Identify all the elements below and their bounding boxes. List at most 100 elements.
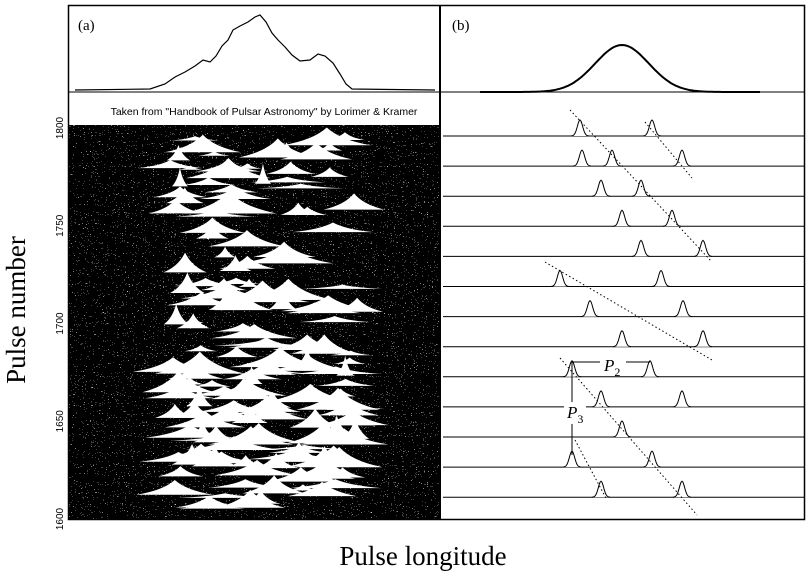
pulse-blob	[252, 368, 304, 374]
pulse-blob	[183, 177, 235, 185]
pulse-blob	[164, 134, 242, 153]
pulse-blob	[256, 183, 345, 189]
subpulse	[572, 149, 592, 167]
y-tick-label: 1750	[55, 214, 66, 237]
pulse-blob	[235, 395, 301, 412]
pulse-blob	[299, 315, 371, 323]
pulse-blob	[154, 351, 246, 374]
pulse-blob	[300, 401, 385, 410]
pulse-blob	[304, 456, 348, 473]
subpulse	[672, 149, 692, 167]
pulse-blob	[219, 255, 252, 272]
pulse-blob	[193, 380, 231, 387]
pulse-blob	[175, 495, 243, 508]
pulse-blob	[175, 210, 256, 217]
pulse-blob	[292, 348, 322, 369]
pulse-blob	[302, 284, 383, 289]
x-axis-label: Pulse longitude	[339, 541, 506, 571]
subpulse	[591, 179, 611, 197]
pulse-blob	[171, 167, 188, 187]
subpulse	[602, 149, 622, 167]
pulse-blob	[241, 346, 318, 365]
pulse-blob	[204, 184, 259, 193]
drift-diagram	[443, 109, 805, 516]
subpulse	[651, 269, 671, 287]
drift-band	[544, 261, 713, 361]
pulse-blob	[181, 191, 277, 214]
y-axis-label: Pulse number	[1, 236, 31, 384]
pulse-blob	[287, 481, 357, 497]
pulse-stack-noise	[69, 125, 439, 519]
subpulse	[631, 179, 651, 197]
pulse-blob	[174, 377, 205, 385]
panel-label: (a)	[78, 18, 95, 34]
pulse-blob	[214, 246, 237, 258]
credit: Taken from "Handbook of Pulsar Astronomy…	[111, 106, 418, 118]
drift-band	[644, 121, 693, 179]
label-bg	[564, 402, 586, 424]
pulse-blob	[208, 230, 286, 247]
annotation: P3	[566, 403, 583, 426]
pulse-blob	[286, 421, 363, 444]
pulse-blob	[190, 201, 242, 214]
pulse-blob	[199, 187, 272, 200]
subpulse	[672, 390, 692, 408]
pulse-blob	[246, 449, 342, 460]
subpulse	[672, 480, 692, 498]
subpulse	[550, 269, 570, 287]
subpulse	[570, 119, 590, 137]
pulse-blob	[310, 167, 349, 177]
pulse-blob	[254, 163, 272, 184]
subpulse	[693, 329, 713, 348]
pulse-blob	[198, 151, 230, 156]
subpulse	[640, 360, 660, 378]
pulse-blob	[213, 340, 310, 346]
pulse-blob	[292, 222, 374, 233]
pulse-blob	[137, 159, 203, 169]
pulse-blob	[191, 419, 214, 438]
y-tick-label: 1650	[55, 410, 66, 433]
pulse-blob	[142, 370, 215, 393]
pulse-blob	[247, 247, 334, 264]
pulse-blob	[282, 127, 372, 146]
pulse-blob	[157, 466, 204, 477]
pulse-blob	[166, 145, 191, 161]
subpulse	[591, 390, 611, 408]
pulse-blob	[330, 350, 371, 356]
pulse-blob	[163, 303, 189, 325]
pulse-blob	[221, 288, 238, 293]
pulse-blob	[187, 385, 261, 396]
frame	[67, 4, 806, 521]
subpulse	[642, 119, 662, 137]
subpulse	[631, 239, 651, 257]
pulse-blob	[341, 418, 370, 439]
pulse-blob	[253, 241, 315, 258]
subpulse	[612, 420, 632, 438]
pulse-blob	[136, 479, 214, 495]
pulse-blob	[168, 488, 200, 493]
subpulse	[612, 209, 632, 227]
panel-label: (b)	[452, 18, 470, 34]
pulse-blob	[325, 388, 356, 397]
y-tick-label: 1800	[55, 116, 66, 139]
drift-band	[569, 109, 713, 263]
pulse-blob	[218, 423, 299, 442]
drift-band	[574, 439, 608, 501]
pulse-blob	[242, 475, 306, 494]
subpulse	[662, 209, 682, 227]
subpulse	[580, 299, 600, 318]
pulse-blob	[182, 317, 204, 323]
pulse-blob	[249, 176, 326, 183]
pulse-blob	[331, 297, 384, 312]
pulse-blob	[241, 490, 280, 504]
pulse-blob	[264, 444, 345, 450]
drift-band	[559, 357, 698, 516]
pulse-blob	[323, 193, 385, 210]
pulse-blob	[214, 323, 271, 332]
pulse-blob	[238, 138, 318, 158]
pulse-blob	[288, 479, 382, 489]
label-bg	[600, 355, 626, 373]
pulse-blob	[266, 161, 315, 174]
pulse-blob	[279, 280, 300, 290]
